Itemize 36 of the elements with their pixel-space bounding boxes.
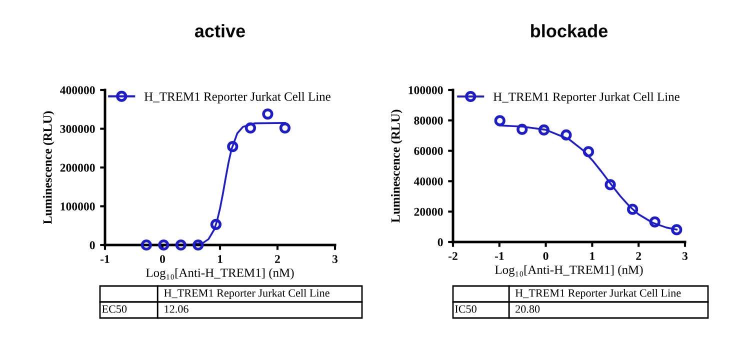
legend-label: H_TREM1 Reporter Jurkat Cell Line (144, 92, 330, 104)
y-tick-label: 80000 (414, 116, 443, 125)
text: EC50 (102, 305, 127, 313)
y-tick-label: 100000 (408, 86, 443, 94)
y-axis-title: Luminescence (RLU) (42, 111, 54, 224)
x-tick-label: 3 (332, 255, 338, 264)
legend-label: H_TREM1 Reporter Jurkat Cell Line (493, 92, 680, 104)
x-tick-label: 1 (590, 252, 595, 260)
x-axis-title: Log₁₀[Anti-H_TREM1] (nM) (495, 265, 643, 277)
text: H_TREM1 Reporter Jurkat Cell Line (164, 288, 330, 300)
text: 12.06 (164, 305, 188, 313)
x-tick-label: 2 (275, 255, 280, 263)
y-axis-title: Luminescence (RLU) (390, 110, 402, 223)
y-tick-label: 60000 (414, 147, 443, 156)
x-tick-label: 0 (543, 252, 548, 260)
y-tick-label: 40000 (414, 177, 443, 186)
y-tick-label: 20000 (414, 208, 443, 216)
y-tick-label: 200000 (60, 164, 95, 172)
chart-title: active (194, 24, 245, 38)
x-axis-title: Log₁₀[Anti-H_TREM1] (nM) (146, 268, 294, 280)
y-tick-label: 100000 (60, 202, 95, 210)
text: IC50 (455, 305, 476, 313)
y-tick-label: 0 (90, 241, 95, 250)
x-tick-label: 2 (636, 252, 642, 260)
text: 20.80 (516, 305, 540, 313)
text: H_TREM1 Reporter Jurkat Cell Line (515, 288, 681, 300)
chart-title: blockade (531, 24, 608, 38)
x-tick-label: 1 (218, 255, 222, 263)
x-tick-label: -1 (494, 252, 504, 260)
y-tick-label: 400000 (60, 86, 95, 94)
y-tick-label: 0 (438, 238, 443, 246)
x-tick-label: -2 (448, 252, 458, 260)
x-tick-label: -1 (100, 255, 110, 263)
x-tick-label: 3 (682, 252, 688, 260)
x-tick-label: 0 (160, 255, 165, 264)
y-tick-label: 300000 (60, 124, 95, 133)
